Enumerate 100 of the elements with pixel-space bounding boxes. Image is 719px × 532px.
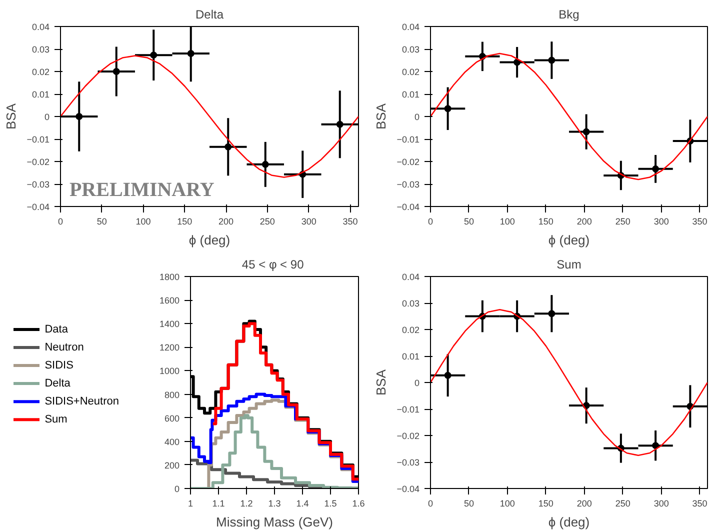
x-tick-label: 150 (538, 216, 554, 226)
point (652, 165, 660, 172)
x-axis-title: ϕ (deg) (548, 232, 590, 248)
y-tick-label: 0.03 (32, 44, 50, 54)
y-tick-label: 1600 (159, 296, 180, 306)
y-tick-label: −0.02 (396, 431, 420, 441)
x-tick-label: 100 (500, 216, 515, 226)
legend-label: SIDIS+Neutron (44, 396, 119, 408)
x-tick-label: 0 (428, 216, 434, 226)
y-tick-label: −0.04 (396, 202, 420, 212)
y-tick-label: 600 (164, 413, 180, 424)
x-tick-label: 0 (428, 498, 434, 508)
x-tick-label: 1.1 (212, 498, 225, 508)
x-tick-label: 250 (260, 216, 275, 226)
legend-label: Neutron (44, 342, 84, 354)
point (187, 50, 194, 57)
point (112, 68, 120, 75)
x-tick-label: 50 (96, 216, 107, 226)
point (444, 105, 452, 112)
y-tick-label: 0.04 (402, 272, 420, 282)
y-tick-label: 0.04 (32, 22, 50, 32)
y-tick-label: −0.03 (26, 180, 50, 190)
y-tick-label: 0.01 (32, 90, 50, 100)
annotation: PRELIMINARY (69, 179, 215, 202)
y-tick-label: 800 (164, 390, 180, 400)
line-series (60, 55, 358, 178)
point (444, 372, 452, 379)
y-tick-label: 0.01 (402, 352, 420, 362)
y-tick-label: −0.01 (26, 134, 50, 144)
legend-label: Data (44, 324, 69, 336)
y-tick-label: −0.02 (396, 157, 420, 167)
legend-label: SIDIS (44, 360, 74, 372)
x-tick-label: 200 (576, 216, 592, 226)
x-tick-label: 100 (500, 498, 515, 508)
y-tick-label: −0.02 (26, 157, 50, 167)
y-tick-label: 0.01 (402, 90, 420, 100)
point (336, 120, 344, 128)
x-tick-label: 150 (177, 216, 192, 226)
x-tick-label: 300 (301, 216, 316, 226)
y-tick-label: 1800 (159, 272, 180, 282)
y-axis-title: BSA (374, 103, 389, 130)
x-tick-label: 1.3 (268, 498, 281, 508)
x-tick-label: 200 (576, 498, 592, 508)
point (150, 52, 158, 59)
point (582, 128, 590, 136)
x-tick-label: 250 (615, 216, 630, 226)
x-tick-label: 250 (615, 498, 630, 508)
chart-title: Delta (195, 8, 224, 22)
x-tick-label: 1 (188, 498, 194, 508)
line-series (430, 52, 708, 180)
x-tick-label: 350 (692, 498, 708, 508)
x-tick-label: 50 (464, 216, 474, 226)
x-tick-label: 1.5 (324, 498, 337, 508)
point (548, 310, 556, 318)
chart-title: Bkg (558, 8, 580, 22)
chart-title: Sum (556, 258, 582, 272)
y-tick-label: 200 (164, 460, 180, 470)
legend-label: Delta (44, 378, 72, 390)
y-tick-label: −0.04 (396, 484, 420, 494)
y-tick-label: −0.01 (396, 404, 420, 414)
y-tick-label: 0 (174, 484, 180, 494)
x-tick-label: 300 (654, 216, 669, 226)
y-tick-label: 0.02 (402, 325, 420, 335)
y-tick-label: 0.02 (402, 67, 420, 77)
y-tick-label: −0.01 (396, 134, 420, 144)
legend-label: Sum (44, 414, 68, 426)
y-tick-label: 1200 (159, 342, 180, 353)
y-tick-label: 400 (164, 436, 180, 447)
x-tick-label: 1.4 (296, 498, 309, 508)
y-tick-label: 1400 (159, 319, 180, 330)
y-tick-label: 0.03 (402, 298, 420, 308)
x-tick-label: 100 (136, 216, 151, 226)
point (76, 113, 83, 120)
x-axis-title: ϕ (deg) (548, 514, 590, 530)
point (652, 442, 660, 450)
y-tick-label: −0.04 (26, 202, 50, 212)
x-axis-title: Missing Mass (GeV) (216, 514, 334, 530)
y-tick-label: 0.02 (32, 67, 50, 77)
y-axis-title: BSA (4, 103, 19, 130)
point (548, 56, 556, 64)
y-axis-title: BSA (374, 369, 389, 396)
x-tick-label: 0 (58, 216, 64, 226)
y-tick-label: 0 (414, 112, 420, 122)
x-tick-label: 300 (654, 498, 669, 508)
line-series (430, 308, 708, 456)
x-tick-label: 50 (464, 498, 474, 508)
y-tick-label: 0 (414, 378, 420, 388)
x-tick-label: 1.2 (240, 498, 253, 508)
x-axis-title: ϕ (deg) (188, 232, 230, 248)
y-tick-label: −0.03 (396, 458, 420, 468)
y-tick-label: 1000 (159, 366, 180, 376)
x-tick-label: 150 (538, 498, 554, 508)
point (262, 160, 269, 168)
y-tick-label: 0.03 (402, 44, 420, 54)
x-tick-label: 350 (692, 216, 708, 226)
y-tick-label: 0.04 (402, 22, 420, 32)
x-tick-label: 350 (342, 216, 358, 226)
y-tick-label: 0 (44, 112, 50, 122)
chart-title: 45 < φ < 90 (242, 258, 304, 272)
y-tick-label: −0.03 (396, 180, 420, 190)
